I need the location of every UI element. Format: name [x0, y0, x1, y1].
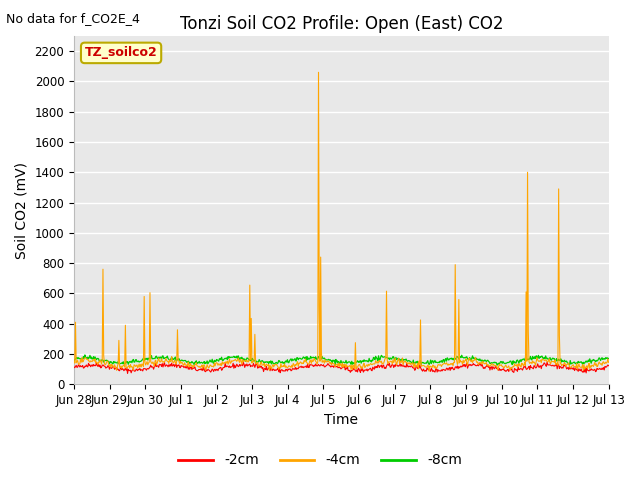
-8cm — [605, 356, 612, 361]
-8cm — [282, 358, 290, 364]
-4cm — [282, 364, 289, 370]
-2cm — [104, 364, 111, 370]
X-axis label: Time: Time — [324, 413, 358, 427]
Text: No data for f_CO2E_4: No data for f_CO2E_4 — [6, 12, 140, 25]
-8cm — [245, 358, 253, 363]
-4cm — [605, 360, 612, 365]
-4cm — [315, 70, 323, 75]
-8cm — [70, 358, 78, 363]
-2cm — [282, 366, 290, 372]
Text: TZ_soilco2: TZ_soilco2 — [84, 47, 157, 60]
-4cm — [244, 359, 252, 365]
-2cm — [195, 367, 202, 373]
-8cm — [125, 360, 133, 365]
-2cm — [70, 364, 78, 370]
Title: Tonzi Soil CO2 Profile: Open (East) CO2: Tonzi Soil CO2 Profile: Open (East) CO2 — [180, 15, 503, 33]
-4cm — [194, 363, 202, 369]
Line: -2cm: -2cm — [74, 362, 609, 373]
Y-axis label: Soil CO2 (mV): Soil CO2 (mV) — [15, 162, 29, 259]
-4cm — [70, 359, 78, 364]
-4cm — [426, 369, 433, 374]
-8cm — [498, 359, 506, 365]
Line: -8cm: -8cm — [74, 355, 609, 365]
-8cm — [195, 360, 202, 366]
-2cm — [605, 363, 612, 369]
-8cm — [104, 358, 112, 364]
-4cm — [124, 363, 132, 369]
-8cm — [493, 362, 501, 368]
Line: -4cm: -4cm — [74, 72, 609, 372]
-8cm — [81, 352, 89, 358]
-2cm — [543, 359, 551, 365]
-4cm — [104, 358, 111, 364]
-4cm — [498, 362, 506, 368]
Legend: -2cm, -4cm, -8cm: -2cm, -4cm, -8cm — [173, 448, 467, 473]
-2cm — [245, 361, 253, 367]
-2cm — [497, 367, 504, 372]
-2cm — [124, 371, 131, 376]
-2cm — [125, 367, 133, 373]
